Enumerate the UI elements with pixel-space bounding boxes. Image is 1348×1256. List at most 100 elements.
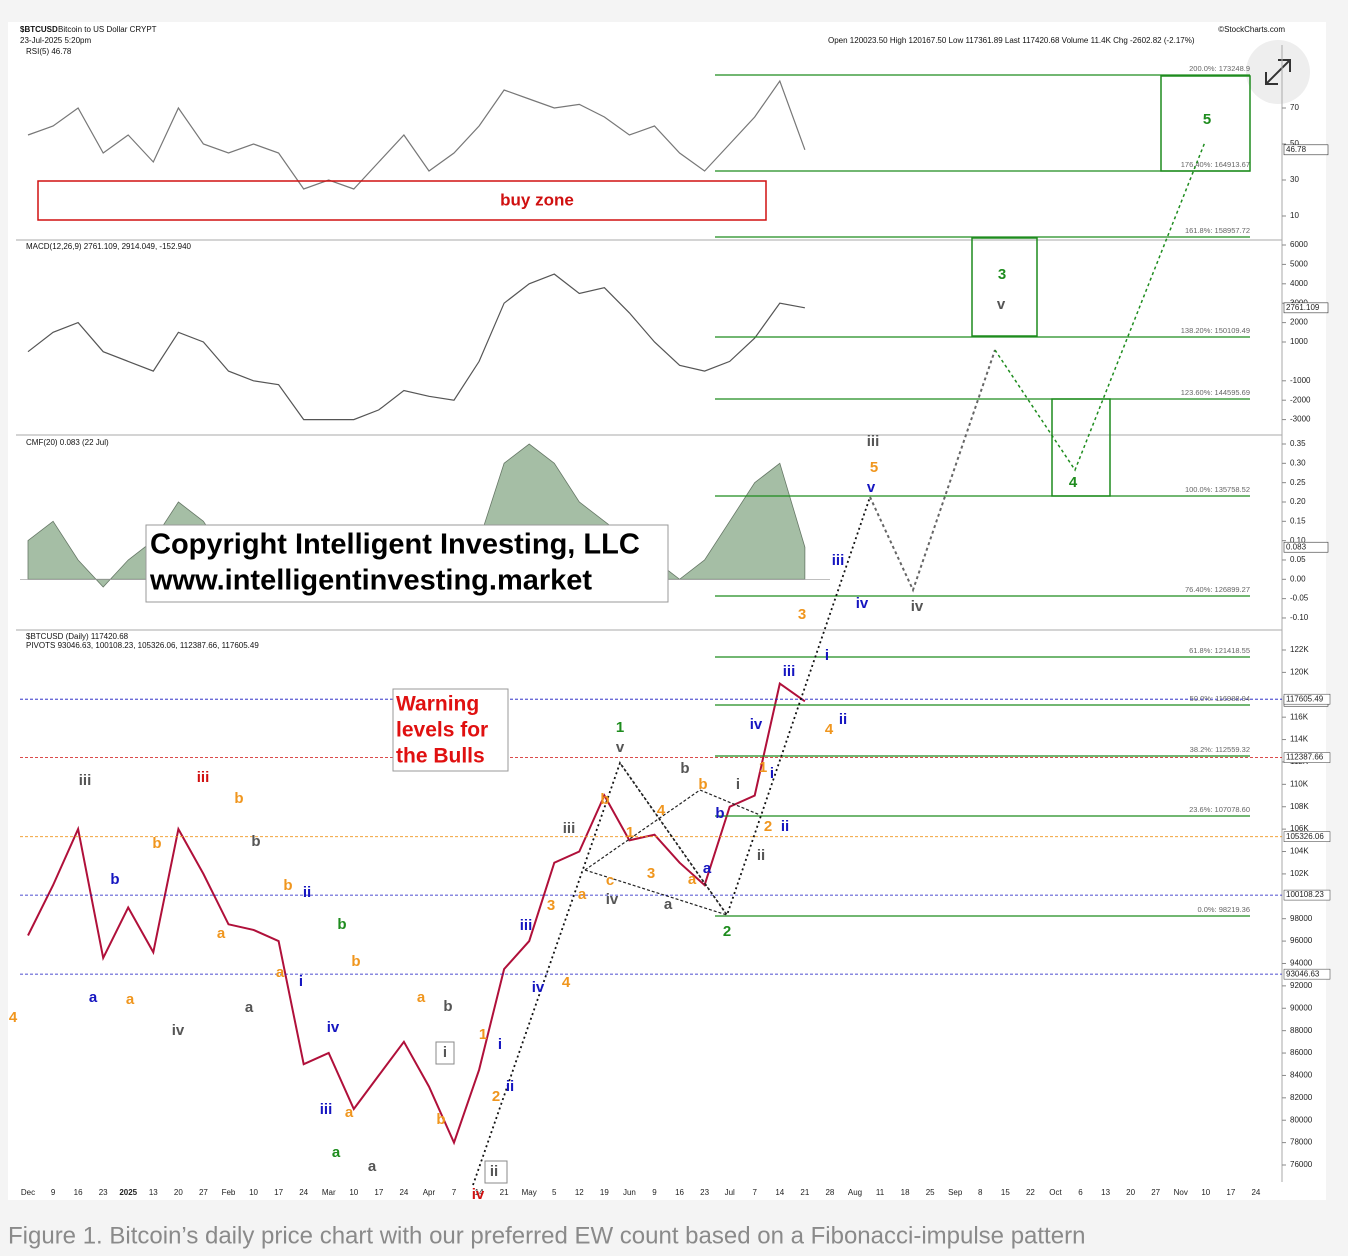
wave-label: a bbox=[664, 896, 673, 913]
y-tick-label: 0.15 bbox=[1290, 516, 1306, 525]
panel-title: MACD(12,26,9) 2761.109, 2914.049, -152.9… bbox=[26, 242, 192, 251]
target-box bbox=[971, 237, 1038, 337]
wave-label: iii bbox=[520, 917, 533, 934]
y-tick-label: 96000 bbox=[1290, 936, 1313, 945]
pivot-tag bbox=[1283, 968, 1331, 980]
y-tick-label: -1000 bbox=[1290, 376, 1311, 385]
fib-label: 0.0%: 98219.36 bbox=[1197, 905, 1250, 914]
y-tick-label: 110K bbox=[1290, 779, 1309, 788]
y-tick-label: 0.25 bbox=[1290, 478, 1306, 487]
wave-label: iv bbox=[911, 598, 924, 615]
wave-label: i bbox=[825, 647, 829, 664]
x-tick-label: 19 bbox=[600, 1188, 609, 1197]
y-tick-label: 1000 bbox=[1290, 337, 1308, 346]
y-tick-label: -0.10 bbox=[1290, 613, 1309, 622]
wave-label: v bbox=[997, 296, 1006, 313]
wave-label: b bbox=[283, 877, 292, 894]
y-tick-label: 116K bbox=[1290, 712, 1309, 721]
wave-label: i bbox=[770, 765, 774, 782]
y-tick-label: -2000 bbox=[1290, 395, 1311, 404]
x-tick-label: 7 bbox=[753, 1188, 758, 1197]
wave-label: b bbox=[715, 805, 724, 822]
wave-label: 1 bbox=[626, 824, 634, 841]
wave-label: 4 bbox=[825, 721, 834, 738]
y-tick-label: 92000 bbox=[1290, 981, 1313, 990]
fib-label: 23.6%: 107078.60 bbox=[1189, 805, 1250, 814]
x-tick-label: 20 bbox=[174, 1188, 183, 1197]
wave-label: iv bbox=[172, 1022, 185, 1039]
x-tick-label: 22 bbox=[1026, 1188, 1035, 1197]
x-tick-label: 6 bbox=[1078, 1188, 1083, 1197]
y-tick-label: 0.10 bbox=[1290, 536, 1306, 545]
symbol: $BTCUSD bbox=[20, 25, 58, 34]
x-tick-label: 27 bbox=[1151, 1188, 1160, 1197]
fib-label: 76.40%: 126899.27 bbox=[1185, 585, 1250, 594]
source: ©StockCharts.com bbox=[1218, 25, 1285, 34]
wave-label: a bbox=[89, 989, 98, 1006]
y-tick-label: 78000 bbox=[1290, 1138, 1313, 1147]
x-tick-label: 23 bbox=[700, 1188, 709, 1197]
x-tick-label: Mar bbox=[322, 1188, 336, 1197]
wave-label: b bbox=[443, 998, 452, 1015]
y-tick-label: 114K bbox=[1290, 735, 1309, 744]
wave-label: iii bbox=[320, 1101, 333, 1118]
y-tick-label: 88000 bbox=[1290, 1026, 1313, 1035]
fib-label: 61.8%: 121418.55 bbox=[1189, 646, 1250, 655]
wave-label: i bbox=[736, 776, 740, 793]
wave-label: 2 bbox=[764, 818, 772, 835]
wave-label: v bbox=[867, 479, 876, 496]
projection-path bbox=[994, 141, 1206, 472]
wave-label: ii bbox=[490, 1163, 498, 1180]
price-line bbox=[27, 681, 806, 1146]
fib-label: 138.20%: 150109.49 bbox=[1181, 326, 1250, 335]
x-tick-label: 7 bbox=[452, 1188, 457, 1197]
wave-label: a bbox=[578, 886, 587, 903]
wave-label: 4 bbox=[562, 974, 571, 991]
wave-label: b bbox=[152, 835, 161, 852]
wave-label: 1 bbox=[759, 759, 767, 776]
wave-label: b bbox=[110, 871, 119, 888]
fib-label: 123.60%: 144595.69 bbox=[1181, 388, 1250, 397]
x-tick-label: 15 bbox=[1001, 1188, 1010, 1197]
wave-label: b bbox=[698, 776, 707, 793]
fib-label: 38.2%: 112559.32 bbox=[1190, 745, 1250, 754]
x-tick-label: 5 bbox=[552, 1188, 557, 1197]
x-tick-label: 11 bbox=[876, 1188, 885, 1197]
x-tick-label: 16 bbox=[675, 1188, 684, 1197]
wave-label: 4 bbox=[9, 1009, 18, 1026]
wave-label: iv bbox=[750, 716, 763, 733]
y-tick-label: 104K bbox=[1290, 847, 1309, 856]
wave-label: iii bbox=[783, 663, 796, 680]
wave-label: ii bbox=[839, 711, 847, 728]
last-value-tag bbox=[1283, 144, 1329, 156]
y-tick-label: 5000 bbox=[1290, 260, 1308, 269]
wave-label: 3 bbox=[647, 865, 655, 882]
x-tick-label: 21 bbox=[800, 1188, 809, 1197]
pivot-label: 100108.23 bbox=[1286, 890, 1324, 899]
copyright-box bbox=[145, 524, 669, 603]
wave-label: 2 bbox=[492, 1088, 500, 1105]
wave-label: ii bbox=[506, 1078, 514, 1095]
x-tick-label: 10 bbox=[1201, 1188, 1210, 1197]
pivot-label: 117605.49 bbox=[1286, 694, 1324, 703]
pivot-label: 93046.63 bbox=[1286, 969, 1320, 978]
x-tick-label: Aug bbox=[848, 1188, 862, 1197]
wave-label: 3 bbox=[798, 606, 806, 623]
x-tick-label: 9 bbox=[652, 1188, 657, 1197]
y-tick-label: 84000 bbox=[1290, 1071, 1313, 1080]
y-tick-label: 30 bbox=[1290, 175, 1299, 184]
fib-label: 200.0%: 173248.9 bbox=[1189, 64, 1250, 73]
wave-label: a bbox=[276, 964, 285, 981]
warning-text: Warning bbox=[396, 693, 479, 716]
wave-label: 3 bbox=[547, 897, 555, 914]
wave-label: b bbox=[251, 833, 260, 850]
x-tick-label: Feb bbox=[222, 1188, 236, 1197]
wave-label: i bbox=[498, 1036, 502, 1053]
x-tick-label: 9 bbox=[51, 1188, 56, 1197]
wave-label: 4 bbox=[657, 802, 666, 819]
chart-area bbox=[8, 22, 1326, 1200]
y-tick-label: 10 bbox=[1290, 211, 1299, 220]
panel-title: CMF(20) 0.083 (22 Jul) bbox=[26, 438, 109, 447]
wave-label: a bbox=[332, 1144, 341, 1161]
y-tick-label: 122K bbox=[1290, 645, 1309, 654]
